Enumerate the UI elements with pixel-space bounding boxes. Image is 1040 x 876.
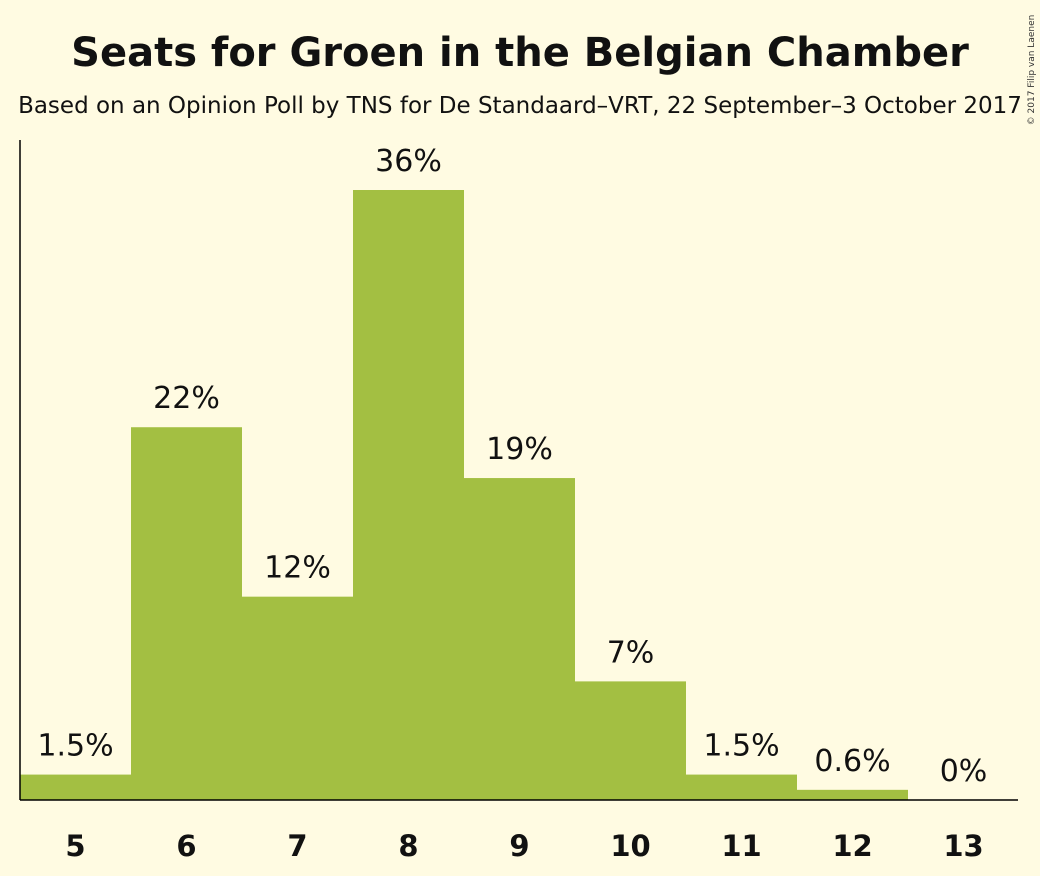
chart-subtitle: Based on an Opinion Poll by TNS for De S… [18, 93, 1022, 119]
bar-seats-12 [797, 789, 908, 800]
bar-value-label-8: 36% [375, 144, 442, 179]
x-tick-label-8: 8 [398, 829, 418, 863]
bar-value-label-13: 0% [940, 754, 988, 789]
bars-group [20, 190, 908, 800]
x-tick-label-10: 10 [610, 829, 650, 863]
bar-seats-6 [131, 427, 242, 800]
bar-seats-5 [20, 774, 131, 800]
bar-value-label-10: 7% [607, 635, 655, 670]
bar-labels-group: 1.5% 22% 12% 36% 19% 7% 1.5% 0.6% 0% [37, 144, 987, 789]
chart-title: Seats for Groen in the Belgian Chamber [71, 30, 969, 76]
x-tick-label-9: 9 [509, 829, 529, 863]
x-tick-label-11: 11 [721, 829, 761, 863]
bar-value-label-12: 0.6% [814, 744, 890, 779]
bar-seats-9 [464, 478, 575, 800]
bar-seats-7 [242, 596, 353, 800]
tick-labels-group: 5 6 7 8 9 10 11 12 13 [65, 829, 983, 863]
bar-value-label-9: 19% [486, 432, 553, 467]
x-tick-label-6: 6 [176, 829, 196, 863]
x-tick-label-5: 5 [65, 829, 85, 863]
bar-value-label-6: 22% [153, 381, 220, 416]
bar-value-label-7: 12% [264, 551, 331, 586]
bar-seats-8 [353, 190, 464, 800]
bar-seats-11 [686, 774, 797, 800]
x-tick-label-12: 12 [832, 829, 872, 863]
bar-value-label-11: 1.5% [703, 729, 779, 764]
x-tick-label-7: 7 [287, 829, 307, 863]
copyright-note: © 2017 Filip van Laenen [1027, 15, 1037, 126]
x-tick-label-13: 13 [943, 829, 983, 863]
bar-seats-10 [575, 681, 686, 800]
bar-value-label-5: 1.5% [37, 729, 113, 764]
